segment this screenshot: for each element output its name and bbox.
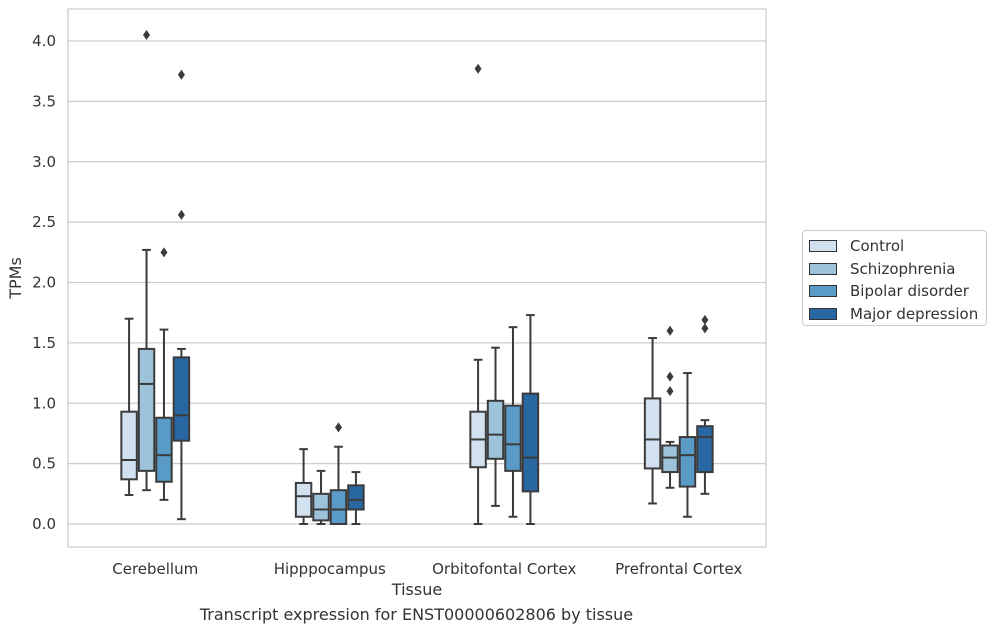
- box: [329, 489, 348, 526]
- box-schizophrenia: [137, 29, 156, 492]
- box: [643, 397, 662, 470]
- box-schizophrenia: [312, 469, 330, 525]
- x-tick-label: Prefrontal Cortex: [615, 560, 742, 578]
- box: [172, 356, 191, 442]
- y-tick-label: 2.5: [32, 213, 56, 231]
- legend-item: Schizophrenia: [809, 258, 986, 281]
- box: [312, 492, 330, 522]
- outlier-point: [666, 386, 674, 397]
- y-tick-label: 4.0: [32, 32, 56, 50]
- box-bipolar-disorder: [504, 326, 522, 518]
- x-axis-label: Tissue: [391, 580, 442, 599]
- y-tick-label: 3.0: [32, 153, 56, 171]
- legend-item: Control: [809, 235, 986, 258]
- outlier-point: [143, 29, 151, 40]
- box: [120, 410, 138, 481]
- box: [504, 404, 522, 472]
- legend-item: Major depression: [809, 303, 986, 326]
- box: [661, 444, 679, 474]
- legend-label: Schizophrenia: [850, 259, 956, 278]
- box: [347, 484, 365, 511]
- y-tick-label: 1.0: [32, 394, 56, 412]
- box-major-depression: [172, 69, 191, 521]
- legend-swatch: [809, 262, 837, 275]
- legend: Control Schizophrenia Bipolar disorder Majo…: [802, 230, 987, 326]
- legend-label: Control: [850, 237, 905, 256]
- box: [678, 436, 697, 488]
- legend-label: Bipolar disorder: [850, 282, 969, 301]
- y-tick-label: 3.5: [32, 92, 56, 110]
- legend-swatch: [809, 285, 837, 298]
- y-tick-label: 0.5: [32, 455, 56, 473]
- x-tick-label: Cerebellum: [112, 560, 198, 578]
- box: [155, 416, 173, 483]
- box-major-depression: [696, 314, 714, 495]
- plot-frame: [67, 8, 767, 548]
- legend-label: Major depression: [850, 304, 979, 323]
- y-tick-label: 1.5: [32, 334, 56, 352]
- outlier-point: [701, 314, 709, 325]
- y-tick-labels: 0.0 0.5 1.0 1.5 2.0 2.5 3.0 3.5 4.0: [32, 32, 56, 533]
- y-tick-label: 0.0: [32, 515, 56, 533]
- box-bipolar-disorder: [329, 422, 348, 526]
- box: [137, 347, 156, 472]
- outlier-point: [666, 325, 674, 336]
- box: [696, 425, 714, 474]
- legend-item: Bipolar disorder: [809, 280, 986, 303]
- outlier-point: [666, 371, 674, 382]
- box-control: [294, 448, 313, 525]
- x-tick-labels: Cerebellum Hipppocampus Orbitofontal Corte…: [112, 560, 742, 578]
- outlier-point: [177, 69, 185, 80]
- box-bipolar-disorder: [678, 372, 697, 518]
- box-major-depression: [521, 314, 540, 525]
- chart-caption: Transcript expression for ENST0000060280…: [199, 605, 634, 624]
- box: [294, 481, 313, 518]
- box-schizophrenia: [486, 346, 505, 507]
- box-control: [469, 63, 487, 525]
- outlier-point: [160, 247, 168, 258]
- box: [521, 392, 540, 493]
- outlier-point: [474, 63, 482, 74]
- box-control: [120, 317, 138, 497]
- x-tick-label: Hipppocampus: [274, 560, 386, 578]
- box-major-depression: [347, 471, 365, 525]
- box-schizophrenia: [661, 325, 679, 489]
- box-plots: [120, 29, 714, 526]
- outlier-point: [334, 422, 342, 433]
- box-control: [643, 337, 662, 505]
- box: [486, 399, 505, 460]
- x-tick-label: Orbitofontal Cortex: [432, 560, 576, 578]
- y-tick-label: 2.0: [32, 274, 56, 292]
- legend-swatch: [809, 307, 837, 320]
- outlier-point: [701, 323, 709, 334]
- outlier-point: [177, 209, 185, 220]
- box-bipolar-disorder: [155, 247, 173, 501]
- legend-swatch: [809, 240, 837, 253]
- y-axis-label: TPMs: [6, 257, 25, 300]
